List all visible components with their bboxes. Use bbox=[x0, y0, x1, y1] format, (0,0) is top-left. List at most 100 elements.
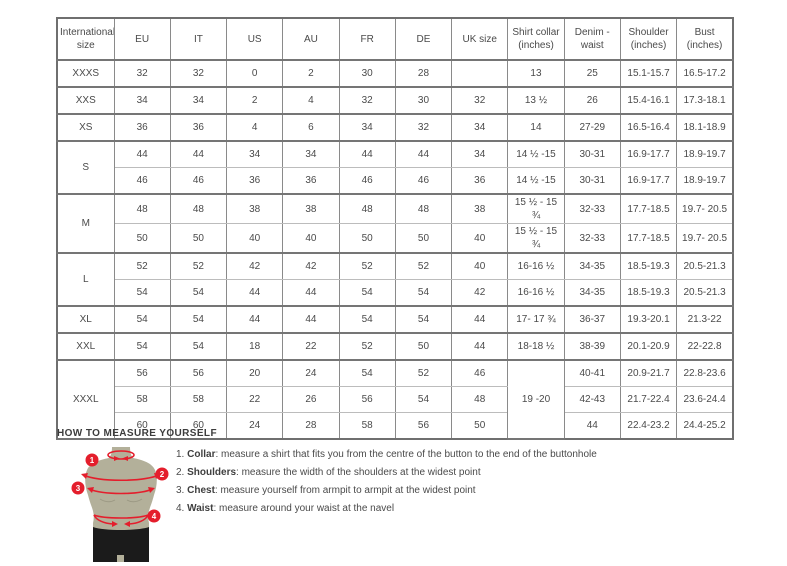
waist-arrowhead-right bbox=[124, 521, 130, 527]
column-header: IT bbox=[169, 18, 228, 61]
step-label: Collar bbox=[187, 449, 216, 460]
mannequin-shorts bbox=[93, 527, 149, 562]
step-number: 2. bbox=[176, 467, 188, 478]
table-cell: 18.1-18.9 bbox=[676, 114, 734, 142]
table-cell: 32 bbox=[451, 87, 509, 115]
table-cell: 34-35 bbox=[563, 253, 621, 280]
table-cell: 44 bbox=[451, 306, 509, 334]
table-cell: 54 bbox=[338, 279, 396, 307]
step-number: 3. bbox=[176, 485, 188, 496]
table-row: 60 60 24 28 58 56 50 44 22.4-23.2 24.4-25.2 bbox=[57, 412, 734, 440]
table-cell: 34 bbox=[451, 141, 509, 168]
table-cell: 54 bbox=[169, 333, 228, 361]
table-cell: 54 bbox=[113, 333, 171, 361]
table-cell: 52 bbox=[338, 253, 396, 280]
table-cell: 21.7-22.4 bbox=[619, 386, 678, 413]
figure-marker-1: 1 bbox=[85, 453, 99, 467]
measure-step: 3. Chest: measure yourself from armpit t… bbox=[176, 482, 597, 500]
table-cell: 14 bbox=[507, 114, 565, 142]
svg-text:2: 2 bbox=[160, 470, 165, 479]
table-cell bbox=[451, 60, 509, 88]
column-header: International size bbox=[56, 18, 115, 61]
table-cell: 48 bbox=[169, 194, 228, 224]
step-text: : measure around your waist at the navel bbox=[213, 503, 395, 514]
table-cell: 44 bbox=[226, 279, 284, 307]
table-cell: 6 bbox=[282, 114, 340, 142]
figure-marker-3: 3 bbox=[71, 481, 85, 495]
table-cell: 21.3-22 bbox=[676, 306, 734, 334]
table-cell: 16-16 ½ bbox=[507, 279, 565, 307]
table-cell: 24 bbox=[282, 360, 340, 387]
size-chart-table: International size EU IT US AU FR DE UK size Shi… bbox=[56, 17, 734, 440]
table-cell: 54 bbox=[169, 279, 228, 307]
size-cell: XS bbox=[56, 114, 115, 142]
table-cell: 58 bbox=[113, 386, 171, 413]
size-cell: XXXS bbox=[56, 60, 115, 88]
column-header: DE bbox=[394, 18, 453, 61]
table-cell: 54 bbox=[394, 279, 453, 307]
table-cell: 15 ½ - 15 ¾ bbox=[507, 223, 565, 254]
table-row: 46 46 36 36 46 46 36 14 ½ -15 30-31 16.9-17.7 18.9… bbox=[57, 167, 734, 195]
figure-marker-2: 2 bbox=[155, 467, 169, 481]
table-cell: 36 bbox=[226, 167, 284, 195]
table-cell: 42 bbox=[451, 279, 509, 307]
table-cell: 25 bbox=[563, 60, 621, 88]
table-cell: 22-22.8 bbox=[676, 333, 734, 361]
table-cell: 40 bbox=[226, 223, 284, 254]
table-cell: 50 bbox=[394, 333, 453, 361]
table-cell: 28 bbox=[394, 60, 453, 88]
size-cell: XXL bbox=[56, 333, 115, 361]
table-cell: 48 bbox=[338, 194, 396, 224]
table-row: 54 54 44 44 54 54 42 16-16 ½ 34-35 18.5-19.3 20.5-… bbox=[57, 279, 734, 307]
step-label: Shoulders bbox=[187, 467, 237, 478]
table-cell: 58 bbox=[338, 412, 396, 440]
table-row: L 52 52 42 42 52 52 40 16-16 ½ 34-35 18.5-19.3 20.5… bbox=[56, 253, 734, 307]
size-cell: XXS bbox=[56, 87, 115, 115]
measure-steps: 1. Collar: measure a shirt that fits you… bbox=[176, 446, 597, 518]
table-cell: 34-35 bbox=[563, 279, 621, 307]
table-cell: 26 bbox=[563, 87, 621, 115]
table-cell: 36 bbox=[169, 114, 228, 142]
table-cell: 44 bbox=[563, 412, 621, 440]
table-cell: 40 bbox=[451, 253, 509, 280]
table-row: XXL 54 54 18 22 52 50 44 18-18 ½ 38-39 20.1-20.9 22… bbox=[56, 333, 734, 361]
svg-text:4: 4 bbox=[152, 512, 157, 521]
table-cell: 52 bbox=[113, 253, 171, 280]
table-cell: 27-29 bbox=[563, 114, 621, 142]
table-cell: 44 bbox=[451, 333, 509, 361]
step-text: : measure a shirt that fits you from the… bbox=[215, 449, 597, 460]
table-cell: 22 bbox=[282, 333, 340, 361]
collar-arrow bbox=[107, 450, 135, 460]
table-cell: 18.5-19.3 bbox=[619, 253, 678, 280]
table-row: XXS 34 34 2 4 32 30 32 13 ½ 26 15.4-16.1 17.3-18.1 bbox=[56, 87, 734, 115]
table-cell: 32 bbox=[169, 60, 228, 88]
column-header: Bust (inches) bbox=[676, 18, 734, 61]
table-cell: 19 -20 bbox=[507, 360, 565, 440]
shoulders-arrow bbox=[82, 474, 160, 481]
table-cell: 54 bbox=[338, 360, 396, 387]
column-header: Denim - waist bbox=[563, 18, 621, 61]
table-cell: 46 bbox=[394, 167, 453, 195]
table-cell: 56 bbox=[394, 412, 453, 440]
table-cell: 22 bbox=[226, 386, 284, 413]
table-cell: 4 bbox=[282, 87, 340, 115]
step-label: Chest bbox=[187, 485, 215, 496]
table-cell: 17.3-18.1 bbox=[676, 87, 734, 115]
size-cell: S bbox=[56, 141, 115, 195]
chest-arrowhead-left bbox=[87, 487, 94, 493]
table-cell: 18.5-19.3 bbox=[619, 279, 678, 307]
table-cell: 46 bbox=[169, 167, 228, 195]
table-cell: 20.1-20.9 bbox=[619, 333, 678, 361]
header-row: International size EU IT US AU FR DE UK size Shi… bbox=[56, 18, 734, 61]
table-cell: 32 bbox=[113, 60, 171, 88]
table-cell: 18.9-19.7 bbox=[676, 167, 734, 195]
table-cell: 46 bbox=[338, 167, 396, 195]
column-header: Shirt collar (inches) bbox=[507, 18, 565, 61]
table-cell: 38 bbox=[451, 194, 509, 224]
table-cell: 44 bbox=[169, 141, 228, 168]
table-row: XXXS 32 32 0 2 30 28 13 25 15.1-15.7 16.5-17.2 bbox=[56, 60, 734, 88]
table-row: M 48 48 38 38 48 48 38 15 ½ - 15 ¾ 32-33 17.7-18.5… bbox=[56, 194, 734, 254]
table-cell: 56 bbox=[113, 360, 171, 387]
table-cell: 42 bbox=[282, 253, 340, 280]
table-cell: 50 bbox=[113, 223, 171, 254]
